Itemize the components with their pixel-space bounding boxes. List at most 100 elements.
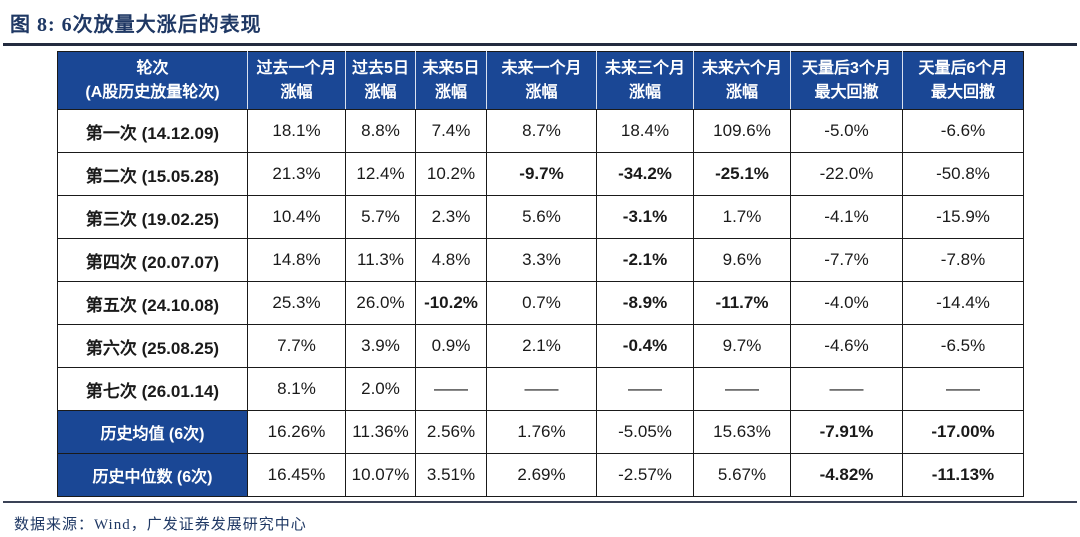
column-header: 未来5日涨幅 <box>415 51 487 110</box>
value-cell: 2.69% <box>486 453 597 497</box>
value-cell: 14.8% <box>247 238 346 282</box>
value-cell: 1.76% <box>486 410 597 454</box>
row-label: 第五次 (24.10.08) <box>57 281 248 325</box>
value-cell: -2.57% <box>596 453 694 497</box>
value-cell: 0.7% <box>486 281 597 325</box>
column-header-line1: 未来六个月 <box>701 60 782 78</box>
column-header-line1: 未来5日 <box>422 60 480 78</box>
value-cell: 5.67% <box>693 453 791 497</box>
column-header: 天量后3个月 最大回撤 <box>790 51 903 110</box>
row-label: 第四次 (20.07.07) <box>57 238 248 282</box>
value-cell: 3.51% <box>415 453 487 497</box>
title-divider <box>3 43 1077 46</box>
value-cell: 9.7% <box>693 324 791 368</box>
table-row: 第四次 (20.07.07) 14.8% 11.3% 4.8% 3.3% -2.1% 9.6… <box>57 238 1024 282</box>
value-cell: 5.7% <box>345 195 416 239</box>
row-label: 第二次 (15.05.28) <box>57 152 248 196</box>
value-cell: 10.2% <box>415 152 487 196</box>
value-cell: 18.4% <box>596 109 694 153</box>
column-header-line1: 天量后6个月 <box>918 60 1008 78</box>
value-cell: 8.1% <box>247 367 346 411</box>
value-cell: -8.9% <box>596 281 694 325</box>
value-cell: -4.1% <box>790 195 903 239</box>
row-label: 第六次 (25.08.25) <box>57 324 248 368</box>
column-header-line2: 涨幅 <box>525 83 558 101</box>
column-header: 未来六个月 涨幅 <box>693 51 791 110</box>
value-cell: -11.7% <box>693 281 791 325</box>
value-cell: 2.0% <box>345 367 416 411</box>
value-cell: 16.45% <box>247 453 346 497</box>
value-cell: —— <box>693 367 791 411</box>
value-cell: 15.63% <box>693 410 791 454</box>
value-cell: 2.1% <box>486 324 597 368</box>
value-cell: -34.2% <box>596 152 694 196</box>
summary-row: 历史中位数 (6次) 16.45% 10.07% 3.51% 2.69% -2.57% 5.… <box>57 453 1024 497</box>
value-cell: -14.4% <box>902 281 1024 325</box>
value-cell: 3.3% <box>486 238 597 282</box>
table-body: 第一次 (14.12.09) 18.1% 8.8% 7.4% 8.7% 18.4% 109.… <box>57 109 1024 497</box>
table-header-row: 轮次 (A股历史放量轮次) 过去一个月 涨幅 过去5日 涨幅 未来5日 涨幅 未来一个月 涨幅 未来… <box>57 51 1024 110</box>
value-cell: 16.26% <box>247 410 346 454</box>
column-header-line2: (A股历史放量轮次) <box>85 83 220 101</box>
value-cell: -15.9% <box>902 195 1024 239</box>
column-header-line2: 涨幅 <box>280 83 313 101</box>
value-cell: 10.07% <box>345 453 416 497</box>
value-cell: -50.8% <box>902 152 1024 196</box>
value-cell: -5.0% <box>790 109 903 153</box>
performance-table: 轮次 (A股历史放量轮次) 过去一个月 涨幅 过去5日 涨幅 未来5日 涨幅 未来一个月 涨幅 未来… <box>57 51 1024 497</box>
column-header: 过去5日 涨幅 <box>345 51 416 110</box>
footer-divider <box>3 501 1077 503</box>
row-label: 第一次 (14.12.09) <box>57 109 248 153</box>
value-cell: 25.3% <box>247 281 346 325</box>
value-cell: -2.1% <box>596 238 694 282</box>
column-header: 过去一个月 涨幅 <box>247 51 346 110</box>
value-cell: 7.4% <box>415 109 487 153</box>
table-row: 第一次 (14.12.09) 18.1% 8.8% 7.4% 8.7% 18.4% 109.… <box>57 109 1024 153</box>
summary-row: 历史均值 (6次) 16.26% 11.36% 2.56% 1.76% -5.05% 15.… <box>57 410 1024 454</box>
value-cell: -25.1% <box>693 152 791 196</box>
value-cell: -7.91% <box>790 410 903 454</box>
value-cell: -6.5% <box>902 324 1024 368</box>
column-header: 天量后6个月 最大回撤 <box>902 51 1024 110</box>
value-cell: 11.3% <box>345 238 416 282</box>
value-cell: 18.1% <box>247 109 346 153</box>
value-cell: —— <box>790 367 903 411</box>
value-cell: -0.4% <box>596 324 694 368</box>
value-cell: 5.6% <box>486 195 597 239</box>
row-label: 历史中位数 (6次) <box>57 453 248 497</box>
value-cell: 26.0% <box>345 281 416 325</box>
value-cell: 4.8% <box>415 238 487 282</box>
value-cell: 21.3% <box>247 152 346 196</box>
value-cell: -7.7% <box>790 238 903 282</box>
column-header-line1: 天量后3个月 <box>802 60 891 78</box>
value-cell: 7.7% <box>247 324 346 368</box>
value-cell: -22.0% <box>790 152 903 196</box>
table-row: 第七次 (26.01.14) 8.1% 2.0% —— —— —— —— —— —— <box>57 367 1024 411</box>
value-cell: 2.3% <box>415 195 487 239</box>
value-cell: 2.56% <box>415 410 487 454</box>
value-cell: -4.0% <box>790 281 903 325</box>
column-header-line2: 最大回撤 <box>814 83 879 101</box>
value-cell: 12.4% <box>345 152 416 196</box>
value-cell: -5.05% <box>596 410 694 454</box>
data-source-note: 数据来源：Wind，广发证券发展研究中心 <box>14 517 307 533</box>
value-cell: 11.36% <box>345 410 416 454</box>
value-cell: 109.6% <box>693 109 791 153</box>
column-header-line2: 涨幅 <box>725 83 758 101</box>
value-cell: 9.6% <box>693 238 791 282</box>
column-header-line1: 未来三个月 <box>604 60 685 78</box>
column-header-line2: 涨幅 <box>628 83 661 101</box>
value-cell: -3.1% <box>596 195 694 239</box>
column-header-line2: 涨幅 <box>434 83 467 101</box>
column-header: 轮次 (A股历史放量轮次) <box>57 51 248 110</box>
value-cell: 8.8% <box>345 109 416 153</box>
value-cell: 10.4% <box>247 195 346 239</box>
value-cell: -11.13% <box>902 453 1024 497</box>
value-cell: —— <box>486 367 597 411</box>
column-header-line1: 未来一个月 <box>501 60 582 78</box>
value-cell: —— <box>415 367 487 411</box>
value-cell: -6.6% <box>902 109 1024 153</box>
column-header-line1: 轮次 <box>136 60 169 78</box>
row-label: 历史均值 (6次) <box>57 410 248 454</box>
value-cell: -4.6% <box>790 324 903 368</box>
